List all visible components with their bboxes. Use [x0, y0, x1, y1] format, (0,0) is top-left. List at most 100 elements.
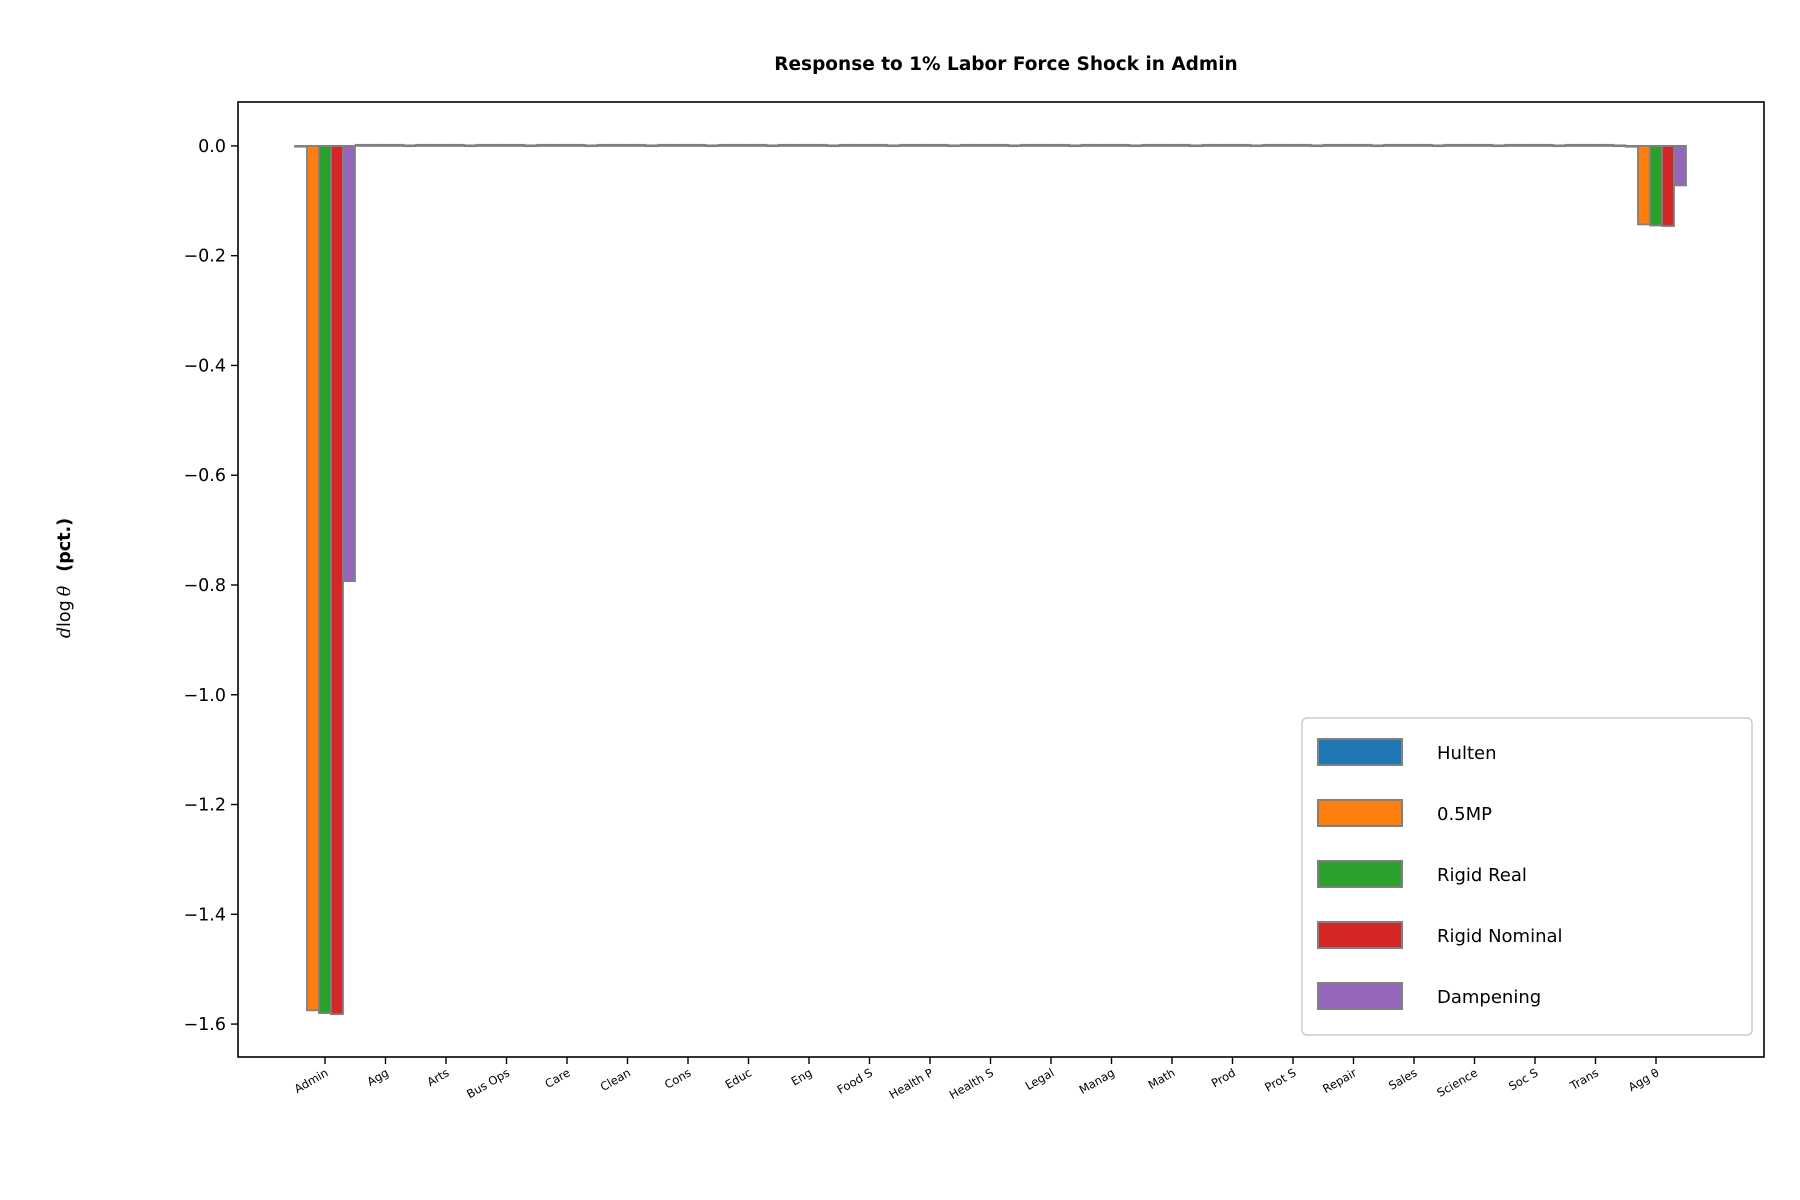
- bar-rigid-real: [1588, 143, 1603, 147]
- x-tick-label: Educ: [723, 1065, 754, 1091]
- legend-label: Rigid Real: [1437, 865, 1527, 886]
- y-tick-label: −1.2: [184, 796, 227, 816]
- bar-rigid-nominal: [753, 143, 768, 147]
- y-tick-label: −0.6: [184, 466, 227, 486]
- chart-title: Response to 1% Labor Force Shock in Admi…: [774, 54, 1237, 75]
- bar-hulten: [1625, 145, 1639, 148]
- bar-0-5mp: [1153, 143, 1167, 147]
- bar-dampening: [1068, 144, 1082, 148]
- x-tick-label: Prod: [1209, 1065, 1238, 1090]
- bar-rigid-real: [318, 145, 332, 1014]
- bar-rigid-real: [1165, 143, 1179, 147]
- bar-hulten: [1383, 143, 1397, 147]
- bar-0-5mp: [790, 143, 804, 147]
- x-tick-label: Soc S: [1506, 1065, 1540, 1093]
- bar-0-5mp: [306, 145, 320, 1012]
- bar-hulten: [536, 143, 550, 147]
- bar-hulten: [657, 143, 671, 147]
- bar-0-5mp: [911, 143, 925, 147]
- bar-rigid-nominal: [1661, 145, 1675, 227]
- bar-hulten: [596, 143, 611, 147]
- bar-rigid-nominal: [1298, 143, 1312, 147]
- bar-rigid-real: [499, 143, 514, 147]
- bar-rigid-real: [741, 143, 756, 147]
- bar-hulten: [1201, 143, 1216, 147]
- bar-0-5mp: [366, 143, 381, 147]
- bar-rigid-real: [983, 143, 998, 147]
- bar-rigid-real: [439, 143, 453, 147]
- bar-hulten: [1080, 143, 1095, 147]
- legend-swatch: [1317, 982, 1403, 1010]
- y-tick-label: −0.2: [184, 247, 227, 267]
- legend-label: Rigid Nominal: [1437, 926, 1563, 947]
- bar-hulten: [838, 143, 853, 147]
- bar-0-5mp: [971, 143, 986, 147]
- y-tick-label: −0.4: [184, 356, 227, 376]
- bar-0-5mp: [548, 143, 562, 147]
- bar-dampening: [1431, 144, 1445, 148]
- bar-dampening: [523, 144, 538, 148]
- x-tick-label: Repair: [1320, 1065, 1359, 1096]
- legend-label: Dampening: [1437, 987, 1541, 1008]
- bar-rigid-real: [1286, 143, 1300, 147]
- x-tick-label: Math: [1146, 1065, 1178, 1092]
- legend-swatch: [1317, 799, 1403, 827]
- x-tick-label: Admin: [292, 1065, 331, 1095]
- legend-swatch: [1317, 921, 1403, 949]
- bar-rigid-nominal: [1419, 143, 1433, 147]
- x-tick-label: Agg θ: [1626, 1065, 1662, 1094]
- x-tick-label: Food S: [835, 1065, 875, 1096]
- bar-hulten: [1141, 143, 1155, 147]
- bar-dampening: [947, 144, 961, 148]
- bar-0-5mp: [729, 143, 744, 147]
- bar-0-5mp: [608, 143, 623, 147]
- bar-dampening: [1249, 144, 1264, 148]
- x-tick-label: Health P: [887, 1065, 936, 1101]
- bar-rigid-nominal: [1600, 143, 1615, 147]
- bar-dampening: [1128, 144, 1143, 148]
- bar-rigid-nominal: [995, 143, 1010, 147]
- legend-label: 0.5MP: [1437, 804, 1492, 825]
- bar-rigid-nominal: [390, 143, 405, 147]
- legend-label: Hulten: [1437, 743, 1496, 764]
- bar-rigid-nominal: [1237, 143, 1252, 147]
- legend: Hulten 0.5MP Rigid Real Rigid Nominal Dampen…: [1301, 717, 1753, 1036]
- bar-0-5mp: [1032, 143, 1046, 147]
- bar-dampening: [765, 144, 780, 148]
- bar-dampening: [826, 144, 840, 148]
- bar-rigid-real: [560, 143, 574, 147]
- bar-0-5mp: [1334, 143, 1349, 147]
- bar-rigid-nominal: [511, 143, 526, 147]
- bar-hulten: [778, 143, 792, 147]
- bar-hulten: [354, 143, 369, 147]
- bar-hulten: [475, 143, 490, 147]
- bar-dampening: [402, 144, 417, 148]
- x-tick-label: Agg: [365, 1065, 391, 1088]
- bar-rigid-nominal: [1116, 143, 1131, 147]
- bar-0-5mp: [669, 143, 683, 147]
- bar-0-5mp: [1576, 143, 1591, 147]
- bar-0-5mp: [1395, 143, 1409, 147]
- bar-dampening: [1491, 144, 1506, 148]
- bar-rigid-nominal: [632, 143, 647, 147]
- x-tick-label: Arts: [424, 1065, 451, 1089]
- bar-hulten: [959, 143, 974, 147]
- bar-rigid-real: [1225, 143, 1240, 147]
- bar-rigid-nominal: [1479, 143, 1494, 147]
- bar-dampening: [705, 144, 719, 148]
- x-tick-label: Health S: [947, 1065, 996, 1101]
- y-tick-label: −1.4: [184, 905, 227, 925]
- bar-rigid-nominal: [935, 143, 949, 147]
- x-tick-label: Bus Ops: [464, 1065, 512, 1101]
- bar-dampening: [1310, 144, 1324, 148]
- bar-hulten: [717, 143, 732, 147]
- bar-rigid-nominal: [1540, 143, 1554, 147]
- y-label-theta: θ: [55, 585, 75, 596]
- bar-rigid-nominal: [572, 143, 586, 147]
- bar-dampening: [1370, 144, 1385, 148]
- bar-rigid-real: [620, 143, 635, 147]
- x-axis: Admin Agg Arts Bus Ops Care Clean Cons Educ Eng F…: [292, 1057, 1662, 1102]
- y-tick-label: 0.0: [198, 137, 226, 157]
- y-axis: 0.0 −0.2 −0.4 −0.6 −0.8 −1.0 −1.2 −1.4 −1.6: [184, 137, 238, 1035]
